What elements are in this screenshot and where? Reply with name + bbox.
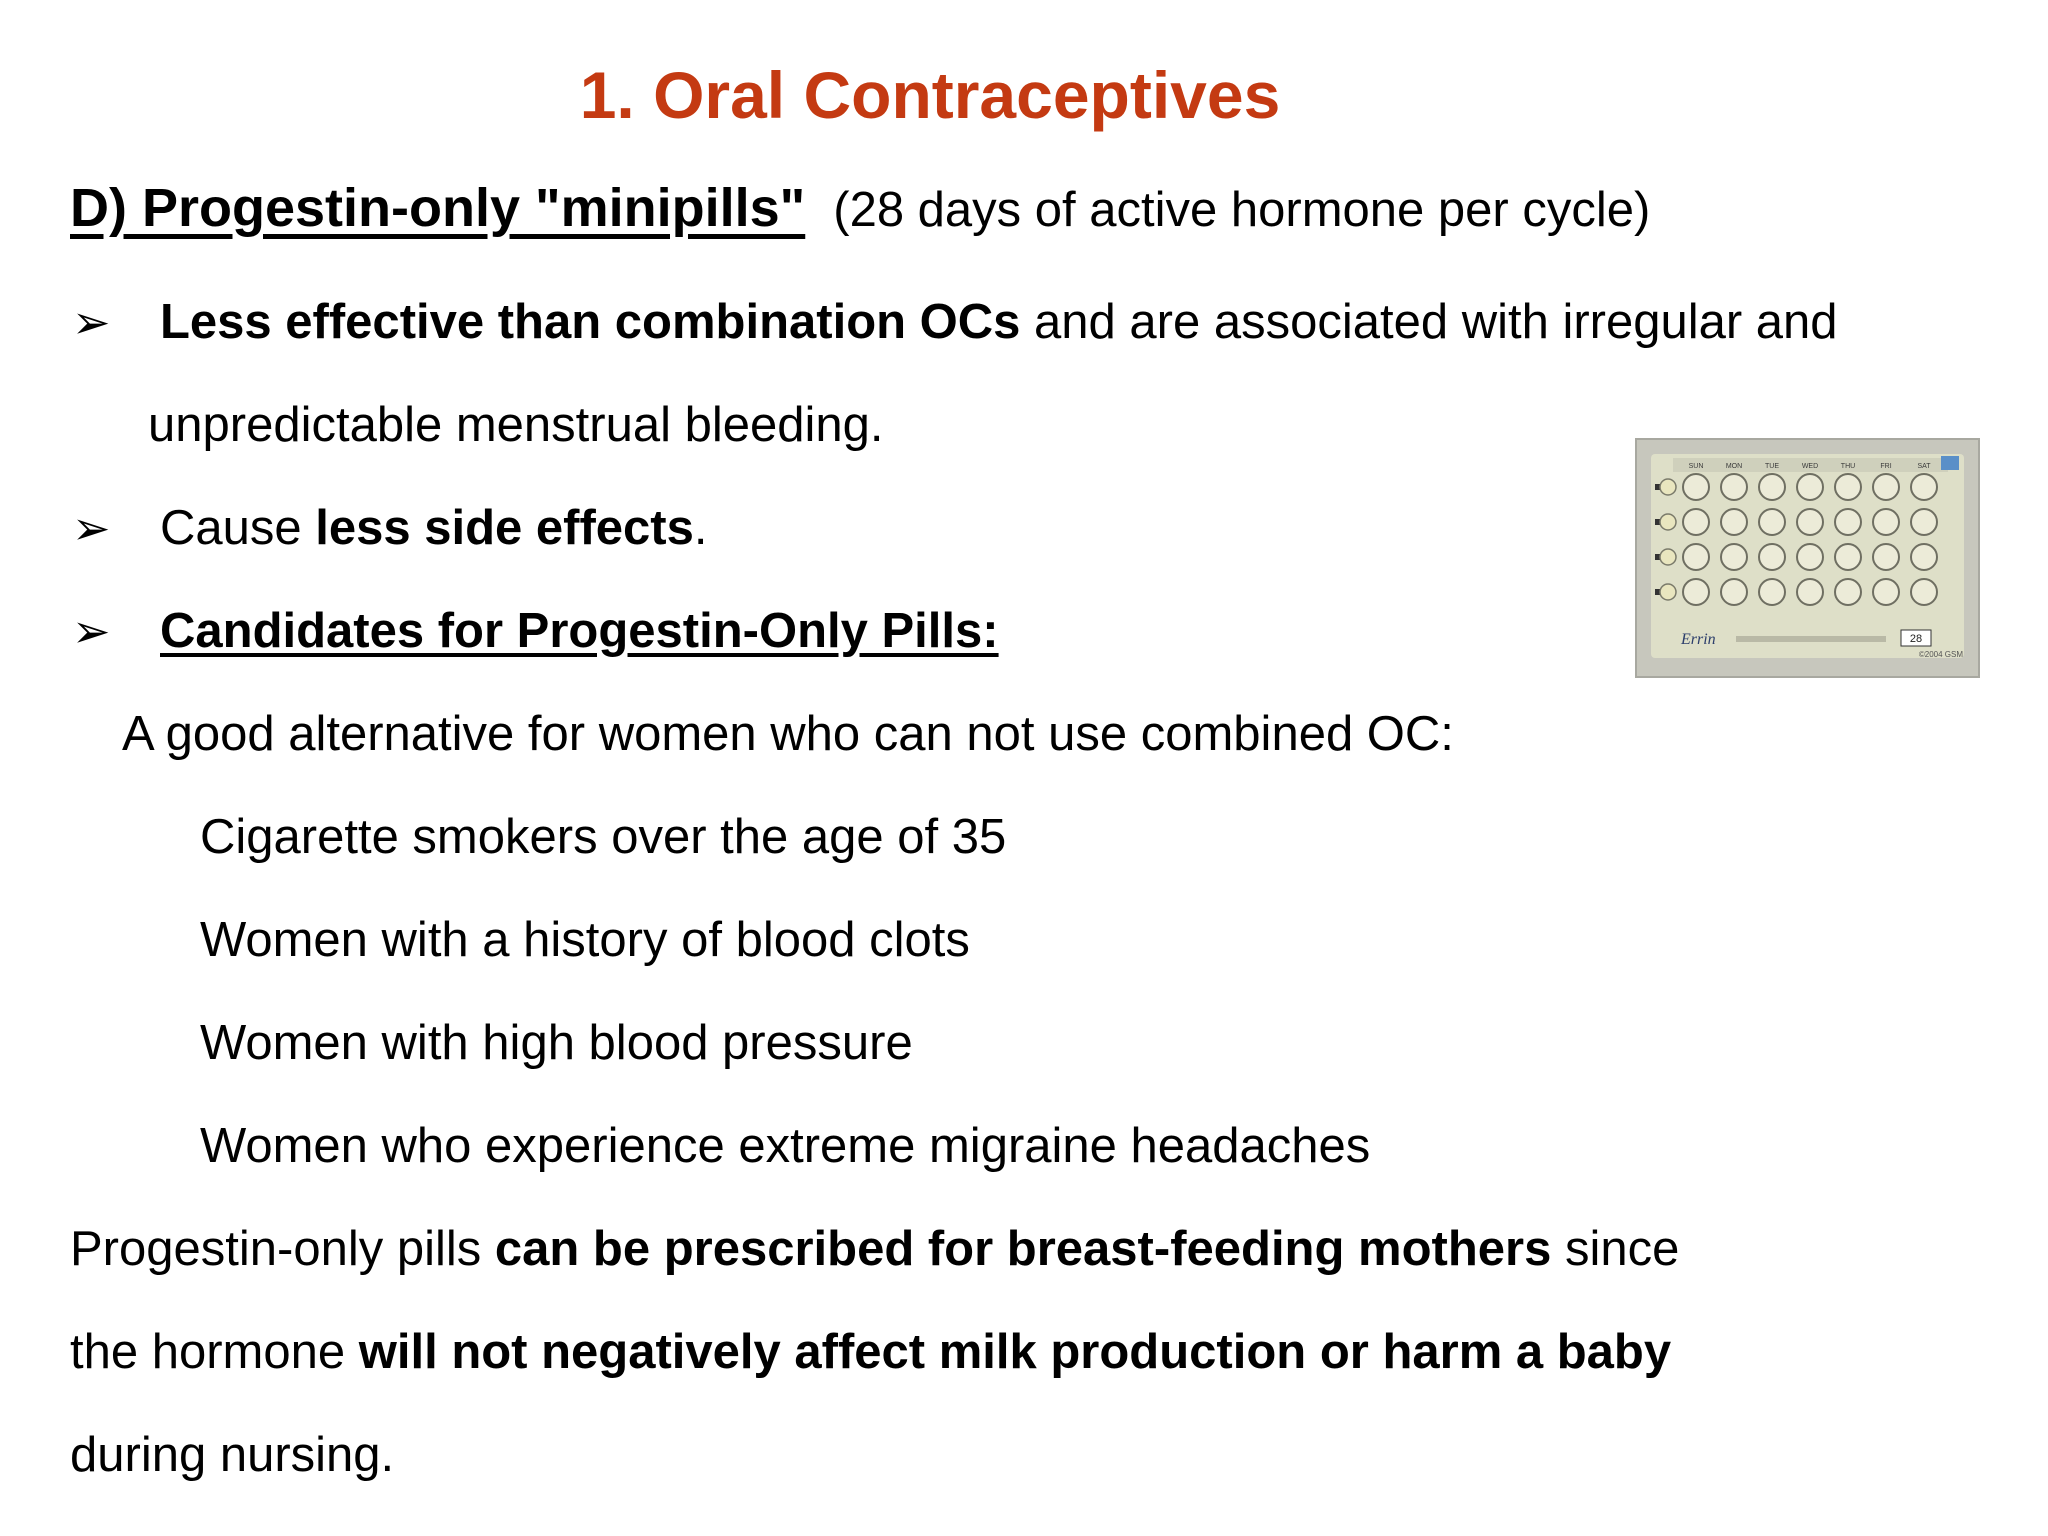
pill	[1720, 543, 1748, 571]
pill-pack-graphic: SUN MON TUE WED THU FRI SAT Errin 28 ©2004 GSM	[1655, 456, 1963, 659]
pack-corner-tab	[1941, 456, 1959, 470]
closing-text: since	[1551, 1222, 1680, 1276]
closing-bold-text: can be prescribed for breast-feeding mot…	[494, 1222, 1552, 1276]
pill	[1872, 543, 1900, 571]
day-label: TUE	[1765, 463, 1779, 470]
day-label: SUN	[1689, 463, 1704, 470]
day-label: WED	[1802, 463, 1818, 470]
bullet-bold-text: Less effective than combination OCs	[160, 295, 1021, 349]
subtitle-note: (28 days of active hormone per cycle)	[833, 183, 1651, 237]
day-header-strip	[1673, 458, 1948, 472]
pill	[1910, 543, 1938, 571]
closing-line-2: the hormone will not negatively affect m…	[70, 1322, 1671, 1382]
pill	[1758, 543, 1786, 571]
pill	[1910, 508, 1938, 536]
pill	[1682, 473, 1710, 501]
bullet-side-effects: Cause less side effects.	[160, 498, 708, 558]
closing-line-3: during nursing.	[70, 1428, 395, 1482]
count-box	[1900, 629, 1932, 647]
bullet-candidates-heading: Candidates for Progestin-Only Pills:	[160, 601, 999, 661]
pill	[1910, 473, 1938, 501]
pill	[1758, 578, 1786, 606]
day-label: SAT	[1917, 463, 1931, 470]
day-label: THU	[1841, 463, 1855, 470]
row-marker	[1655, 589, 1660, 595]
brand-label: Errin	[1680, 631, 1716, 648]
pill	[1720, 578, 1748, 606]
bullet-text: .	[693, 501, 708, 555]
pill	[1720, 508, 1748, 536]
candidate-item: Women who experience extreme migraine he…	[200, 1119, 1371, 1173]
pill	[1796, 543, 1824, 571]
arrowhead-bullet-icon: ➢	[72, 605, 111, 657]
alternative-intro: A good alternative for women who can not…	[122, 707, 1454, 761]
slide-title: 1. Oral Contraceptives	[579, 58, 1281, 132]
pill	[1872, 578, 1900, 606]
candidate-item: Women with a history of blood clots	[200, 913, 970, 967]
day-label: FRI	[1880, 463, 1891, 470]
fine-print	[1736, 636, 1886, 642]
subtitle: D) Progestin-only "minipills" (28 days of…	[70, 178, 1650, 240]
candidates-heading: Candidates for Progestin-Only Pills:	[160, 604, 999, 658]
candidate-item: Women with high blood pressure	[200, 1016, 913, 1070]
closing-text: Progestin-only pills	[70, 1222, 495, 1276]
pill	[1796, 508, 1824, 536]
pill-pack-card: SUN MON TUE WED THU FRI SAT Errin 28 ©2004 GSM	[1651, 454, 1964, 659]
pill	[1659, 513, 1677, 531]
pill	[1682, 543, 1710, 571]
pill	[1796, 578, 1824, 606]
pill	[1834, 508, 1862, 536]
pill	[1682, 578, 1710, 606]
pill	[1758, 473, 1786, 501]
arrowhead-bullet-icon: ➢	[72, 296, 111, 348]
pill-blister-pack-image: SUN MON TUE WED THU FRI SAT Errin 28 ©2004 GSM	[1635, 438, 1980, 678]
pill	[1659, 583, 1677, 601]
pill	[1758, 508, 1786, 536]
pill	[1796, 473, 1824, 501]
row-marker	[1655, 484, 1660, 490]
pill	[1834, 578, 1862, 606]
arrowhead-bullet-icon: ➢	[72, 502, 111, 554]
bullet-effectiveness: Less effective than combination OCs and …	[160, 292, 1838, 352]
row-marker	[1655, 554, 1660, 560]
count-label: 28	[1910, 633, 1922, 645]
day-label: MON	[1726, 463, 1742, 470]
pill	[1720, 473, 1748, 501]
pill	[1872, 508, 1900, 536]
closing-line-1: Progestin-only pills can be prescribed f…	[70, 1219, 1679, 1279]
pill	[1834, 473, 1862, 501]
pill	[1659, 478, 1677, 496]
bullet-bold-text: less side effects	[315, 501, 694, 555]
pill	[1659, 548, 1677, 566]
pill	[1872, 473, 1900, 501]
bullet-continuation: unpredictable menstrual bleeding.	[148, 398, 884, 452]
candidate-item: Cigarette smokers over the age of 35	[200, 810, 1007, 864]
pill	[1682, 508, 1710, 536]
row-marker	[1655, 519, 1660, 525]
copyright-label: ©2004 GSM	[1919, 650, 1963, 659]
bullet-text: Cause	[160, 501, 316, 555]
pill	[1910, 578, 1938, 606]
bullet-text: and are associated with irregular and	[1020, 295, 1838, 349]
subtitle-heading: D) Progestin-only "minipills"	[70, 178, 806, 238]
pill	[1834, 543, 1862, 571]
closing-text: the hormone	[70, 1325, 359, 1379]
closing-bold-text: will not negatively affect milk producti…	[358, 1325, 1672, 1379]
